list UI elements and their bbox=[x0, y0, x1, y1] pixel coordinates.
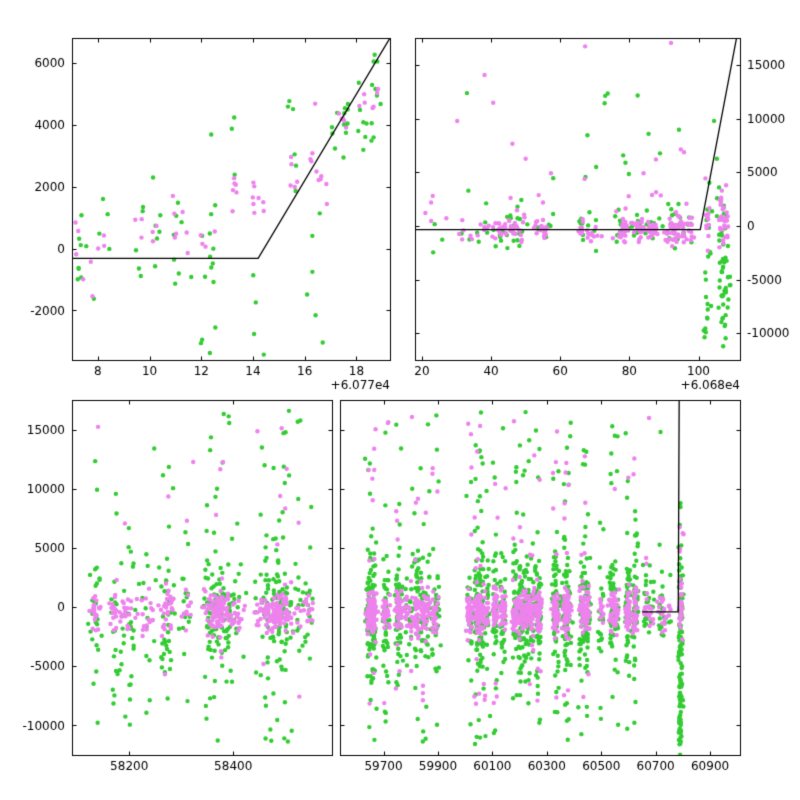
figure: BLG02M0601.063365 (6835.07, 1113.42) 3 2… bbox=[0, 0, 800, 800]
plots-canvas bbox=[0, 0, 800, 800]
